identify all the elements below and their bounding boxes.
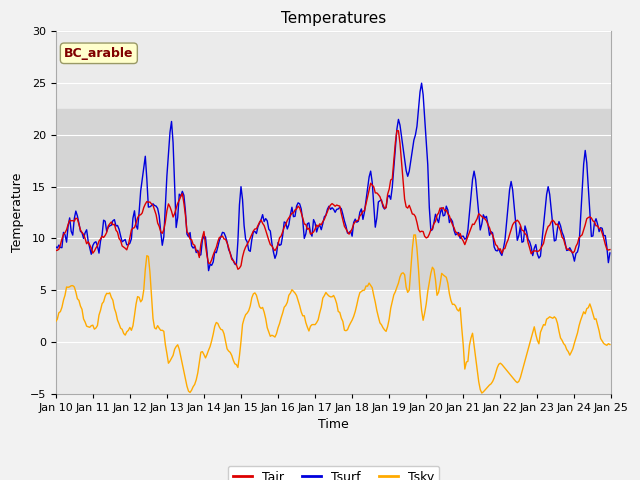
Legend: Tair, Tsurf, Tsky: Tair, Tsurf, Tsky xyxy=(228,466,440,480)
Bar xyxy=(56,109,611,290)
Title: Temperatures: Temperatures xyxy=(281,11,386,26)
X-axis label: Time: Time xyxy=(318,418,349,431)
Text: BC_arable: BC_arable xyxy=(64,47,134,60)
Y-axis label: Temperature: Temperature xyxy=(11,173,24,252)
